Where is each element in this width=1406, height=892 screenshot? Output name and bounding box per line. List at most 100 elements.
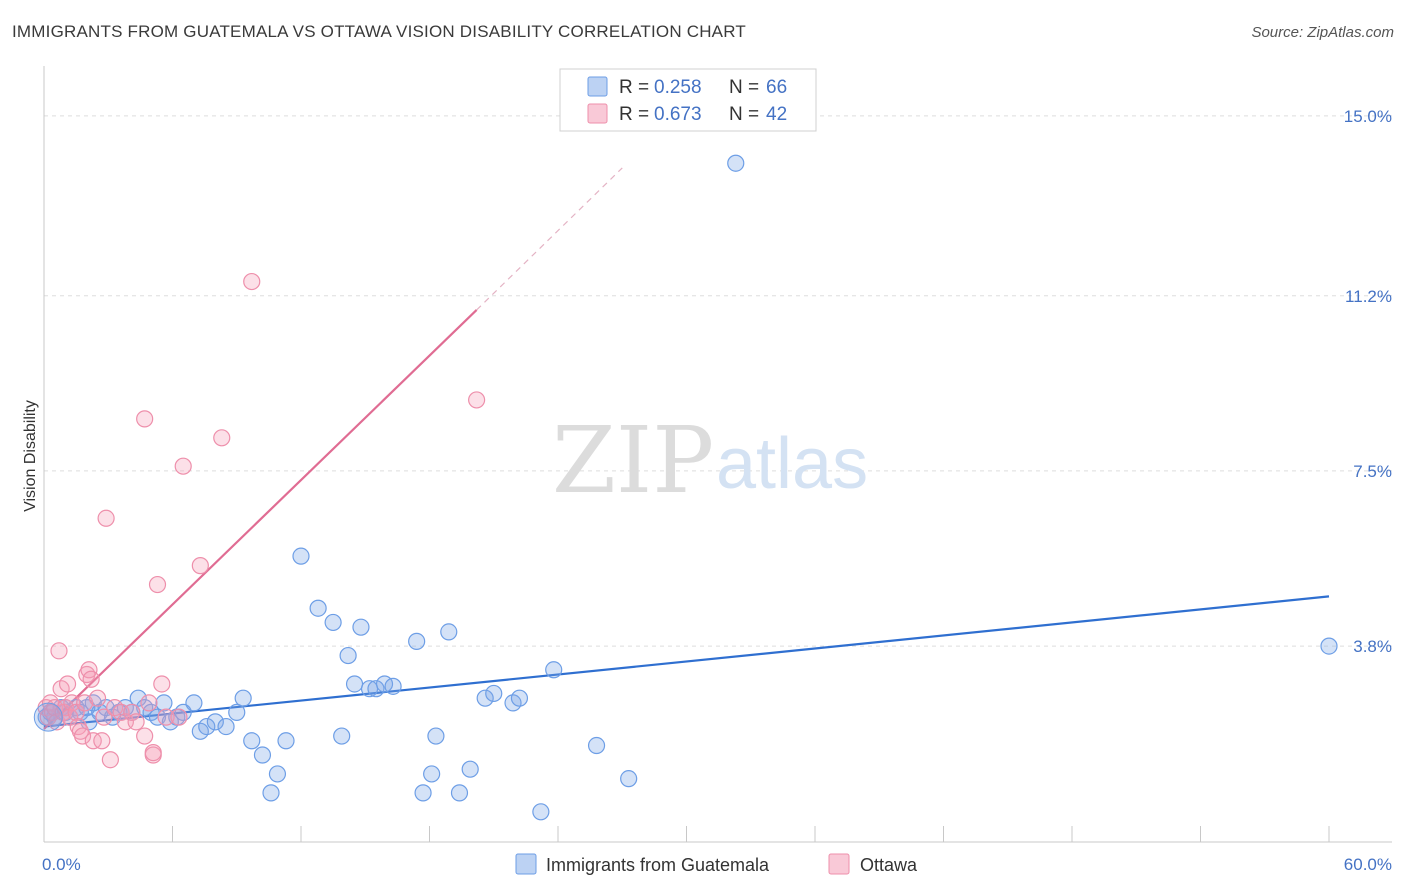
guatemala-point[interactable] — [198, 717, 216, 736]
watermark-zip: ZIP — [552, 407, 714, 514]
x-tick-label-min: 0.0% — [42, 855, 81, 874]
y-tick-label-0: 3.8% — [1353, 637, 1392, 656]
ottawa-point[interactable] — [82, 670, 100, 688]
guatemala-point[interactable] — [228, 703, 246, 721]
ottawa-point[interactable] — [136, 410, 154, 428]
ottawa-point[interactable] — [468, 391, 486, 409]
y-tick-label-3: 15.0% — [1344, 107, 1392, 126]
ottawa-point[interactable] — [157, 708, 175, 726]
source-label: Source: ZipAtlas.com — [1251, 24, 1394, 41]
stats-n-value-2: 42 — [766, 104, 787, 125]
watermark: ZIP atlas — [552, 407, 868, 514]
ottawa-point[interactable] — [67, 703, 85, 721]
ottawa-point[interactable] — [48, 713, 66, 731]
guatemala-point[interactable] — [532, 803, 550, 821]
stats-swatch-pink — [587, 103, 608, 124]
guatemala-point[interactable] — [408, 632, 426, 650]
ottawa-point[interactable] — [243, 272, 261, 291]
stats-n-label-1: N = — [729, 77, 759, 98]
ottawa-point[interactable] — [93, 732, 111, 750]
ottawa-point[interactable] — [76, 694, 94, 712]
y-tick-label-2: 11.2% — [1345, 287, 1392, 306]
grid-lines — [44, 115, 1392, 647]
guatemala-point[interactable] — [620, 770, 638, 788]
y-axis-label: Vision Disability — [22, 400, 39, 512]
guatemala-point[interactable] — [476, 689, 494, 707]
legend-label-guatemala[interactable]: Immigrants from Guatemala — [546, 855, 770, 875]
guatemala-point[interactable] — [510, 689, 529, 707]
ottawa-point[interactable] — [136, 727, 154, 745]
ottawa-point[interactable] — [63, 694, 81, 712]
stats-n-value-1: 66 — [766, 77, 787, 98]
guatemala-cluster-point[interactable] — [33, 702, 63, 732]
guatemala-point[interactable] — [324, 613, 342, 632]
ottawa-point[interactable] — [144, 744, 162, 762]
guatemala-point[interactable] — [262, 784, 280, 802]
ottawa-point[interactable] — [101, 751, 119, 769]
guatemala-point[interactable] — [243, 732, 261, 750]
guatemala-point[interactable] — [1320, 637, 1338, 655]
stats-r-value-1: 0.258 — [654, 77, 702, 98]
guatemala-point[interactable] — [587, 736, 606, 755]
y-tick-labels: 3.8% 7.5% 11.2% 15.0% — [1344, 107, 1392, 656]
guatemala-point[interactable] — [185, 694, 203, 712]
guatemala-point[interactable] — [440, 623, 458, 641]
guatemala-point[interactable] — [155, 694, 173, 712]
guatemala-point[interactable] — [217, 717, 235, 736]
x-tick-labels: 0.0% 60.0% — [42, 855, 1392, 874]
ottawa-point[interactable] — [153, 675, 171, 693]
ottawa-point[interactable] — [191, 557, 209, 575]
ottawa-point[interactable] — [170, 708, 188, 726]
ottawa-point[interactable] — [50, 642, 68, 660]
chart-title: IMMIGRANTS FROM GUATEMALA VS OTTAWA VISI… — [12, 22, 746, 41]
guatemala-point[interactable] — [727, 154, 745, 172]
guatemala-point[interactable] — [545, 661, 563, 679]
ottawa-point[interactable] — [88, 689, 107, 707]
guatemala-point[interactable] — [333, 727, 351, 745]
ottawa-point[interactable] — [127, 713, 145, 731]
ottawa-point[interactable] — [123, 703, 141, 721]
guatemala-point[interactable] — [485, 684, 503, 703]
legend-swatch-guatemala[interactable] — [515, 853, 537, 875]
guatemala-point[interactable] — [414, 784, 432, 802]
stats-n-label-2: N = — [729, 104, 759, 125]
ottawa-point[interactable] — [140, 694, 158, 712]
ottawa-trend-extension — [476, 167, 623, 311]
guatemala-point[interactable] — [450, 784, 469, 802]
guatemala-point[interactable] — [427, 727, 445, 745]
ottawa-point[interactable] — [95, 708, 113, 726]
guatemala-point[interactable] — [206, 713, 224, 731]
trend-lines — [43, 167, 1330, 730]
guatemala-point[interactable] — [292, 547, 310, 565]
ottawa-point[interactable] — [97, 509, 115, 527]
stats-r-label-1: R = — [619, 77, 649, 98]
ottawa-point[interactable] — [73, 727, 92, 745]
ottawa-point[interactable] — [58, 675, 77, 693]
legend-label-ottawa[interactable]: Ottawa — [860, 855, 918, 875]
guatemala-point[interactable] — [234, 689, 252, 707]
legend-swatch-ottawa[interactable] — [828, 853, 850, 875]
ottawa-point[interactable] — [213, 429, 231, 447]
guatemala-point[interactable] — [384, 677, 402, 695]
ottawa-point[interactable] — [148, 575, 167, 594]
guatemala-point[interactable] — [277, 732, 295, 750]
ottawa-point[interactable] — [174, 457, 192, 475]
guatemala-point[interactable] — [309, 599, 327, 617]
guatemala-point[interactable] — [352, 618, 370, 636]
guatemala-point[interactable] — [461, 760, 479, 778]
guatemala-point[interactable] — [345, 675, 364, 693]
y-tick-label-1: 7.5% — [1353, 462, 1392, 481]
guatemala-point[interactable] — [268, 765, 287, 783]
watermark-atlas: atlas — [716, 424, 868, 504]
stats-legend-box: R = 0.258 N = 66 R = 0.673 N = 42 — [559, 68, 817, 132]
stats-swatch-blue — [587, 76, 608, 97]
ottawa-trend-line — [43, 309, 478, 730]
guatemala-point[interactable] — [253, 746, 272, 764]
guatemala-point[interactable] — [339, 646, 357, 665]
guatemala-point[interactable] — [129, 689, 147, 707]
guatemala-trend-line — [43, 595, 1330, 728]
guatemala-point[interactable] — [367, 680, 385, 698]
x-tick-label-max: 60.0% — [1344, 855, 1392, 874]
guatemala-point[interactable] — [423, 765, 441, 783]
stats-r-label-2: R = — [619, 104, 649, 125]
